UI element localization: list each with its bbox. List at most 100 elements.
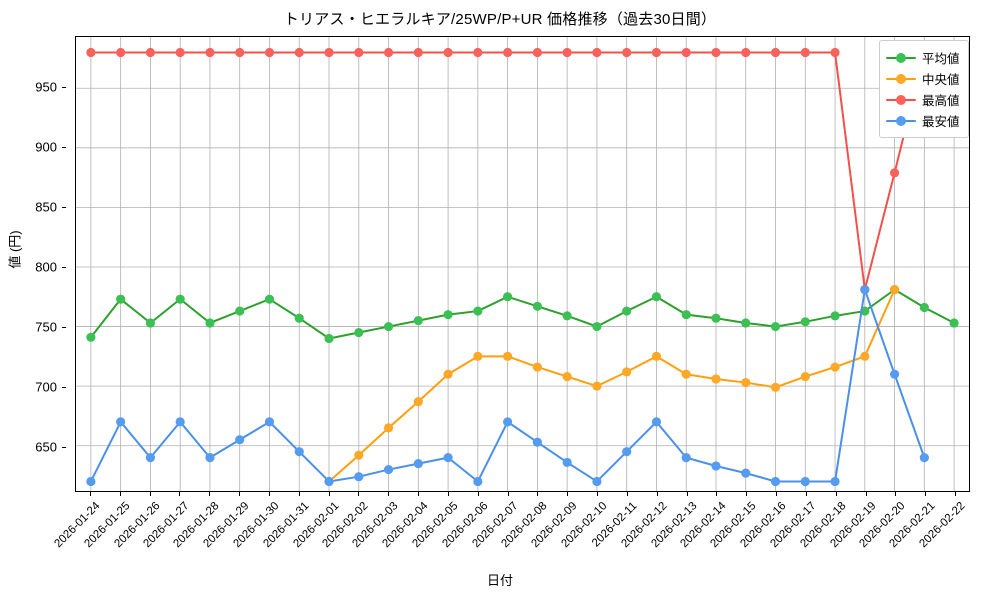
data-point bbox=[473, 351, 483, 361]
legend-label: 最高値 bbox=[922, 94, 960, 108]
series-line bbox=[89, 288, 956, 340]
data-point bbox=[651, 351, 662, 361]
y-tick-mark bbox=[62, 386, 66, 388]
data-point bbox=[800, 476, 810, 487]
data-point bbox=[889, 168, 900, 178]
x-tick-mark bbox=[716, 492, 718, 496]
y-tick-mark bbox=[62, 446, 66, 448]
data-point bbox=[145, 47, 156, 58]
data-point bbox=[264, 417, 275, 427]
data-point bbox=[354, 472, 364, 482]
data-point bbox=[116, 417, 126, 427]
legend-swatch-icon bbox=[886, 51, 916, 65]
legend-item-2[interactable]: 中央値 bbox=[886, 68, 960, 89]
data-point bbox=[592, 476, 602, 487]
legend-label: 平均値 bbox=[922, 52, 960, 66]
data-point bbox=[264, 47, 275, 58]
data-point bbox=[860, 351, 870, 361]
data-point bbox=[622, 306, 632, 316]
x-tick-mark bbox=[865, 492, 867, 496]
data-point bbox=[354, 450, 364, 460]
data-point bbox=[383, 464, 394, 475]
data-point bbox=[294, 447, 304, 457]
series-3 bbox=[86, 47, 929, 295]
data-point bbox=[919, 302, 929, 313]
series-2 bbox=[324, 285, 900, 487]
x-tick-mark bbox=[597, 492, 599, 496]
y-tick-label: 900 bbox=[35, 139, 57, 155]
data-point bbox=[711, 313, 721, 323]
x-tick-mark bbox=[358, 492, 360, 496]
x-tick-mark bbox=[328, 492, 330, 496]
data-point bbox=[562, 372, 572, 382]
data-point bbox=[145, 453, 156, 463]
legend-item-3[interactable]: 最高値 bbox=[886, 89, 960, 110]
data-point bbox=[175, 294, 185, 304]
data-point bbox=[800, 47, 810, 58]
data-point bbox=[354, 327, 364, 338]
data-point bbox=[741, 47, 751, 58]
data-point bbox=[622, 447, 632, 457]
x-tick-mark bbox=[209, 492, 211, 496]
y-tick-mark bbox=[62, 326, 66, 328]
x-tick-mark bbox=[507, 492, 509, 496]
data-point bbox=[592, 381, 602, 391]
data-point bbox=[413, 316, 423, 326]
data-point bbox=[205, 47, 215, 58]
data-point bbox=[235, 47, 245, 58]
data-point bbox=[205, 453, 215, 463]
data-point bbox=[205, 318, 215, 328]
data-point bbox=[860, 285, 870, 295]
y-tick-label: 800 bbox=[35, 259, 57, 275]
data-point bbox=[889, 369, 900, 379]
data-point bbox=[86, 47, 96, 58]
data-point bbox=[830, 47, 840, 58]
data-point bbox=[770, 321, 781, 332]
data-point bbox=[503, 47, 513, 58]
data-point bbox=[562, 311, 572, 321]
y-tick-label: 700 bbox=[35, 379, 57, 395]
series-1 bbox=[86, 285, 959, 344]
data-point bbox=[830, 476, 840, 487]
x-tick-mark bbox=[477, 492, 479, 496]
data-point bbox=[592, 321, 602, 332]
x-tick-mark bbox=[388, 492, 390, 496]
data-point bbox=[235, 435, 245, 445]
y-tick-mark bbox=[62, 266, 66, 268]
data-point bbox=[830, 311, 840, 321]
data-point bbox=[919, 453, 929, 463]
data-point bbox=[592, 47, 602, 58]
x-axis-label: 日付 bbox=[486, 573, 513, 588]
x-tick-mark bbox=[179, 492, 181, 496]
data-point bbox=[413, 47, 423, 58]
data-point bbox=[770, 47, 781, 58]
data-point bbox=[443, 453, 453, 463]
x-tick-mark bbox=[805, 492, 807, 496]
data-point bbox=[503, 292, 513, 302]
x-tick-mark bbox=[776, 492, 778, 496]
data-point bbox=[324, 333, 334, 344]
y-tick-label: 950 bbox=[35, 79, 57, 95]
data-point bbox=[562, 457, 572, 467]
x-tick-mark bbox=[835, 492, 837, 496]
y-axis-tick-labels: 650 700 750 800 850 900 950 bbox=[0, 36, 66, 492]
legend-item-4[interactable]: 最安値 bbox=[886, 110, 960, 131]
legend-item-1[interactable]: 平均値 bbox=[886, 47, 960, 68]
y-tick-label: 750 bbox=[35, 319, 57, 335]
data-point bbox=[741, 318, 751, 328]
x-tick-mark bbox=[955, 492, 957, 496]
data-point bbox=[770, 476, 781, 487]
data-point bbox=[562, 47, 572, 58]
data-point bbox=[503, 351, 513, 361]
data-point bbox=[800, 317, 810, 327]
chart-legend: 平均値中央値最高値最安値 bbox=[879, 40, 969, 138]
legend-swatch-icon bbox=[886, 93, 916, 107]
x-tick-mark bbox=[626, 492, 628, 496]
data-point bbox=[800, 372, 810, 382]
x-tick-mark bbox=[89, 492, 91, 496]
x-tick-mark bbox=[895, 492, 897, 496]
data-point bbox=[383, 423, 394, 433]
data-point bbox=[116, 47, 126, 58]
data-point bbox=[503, 417, 513, 427]
